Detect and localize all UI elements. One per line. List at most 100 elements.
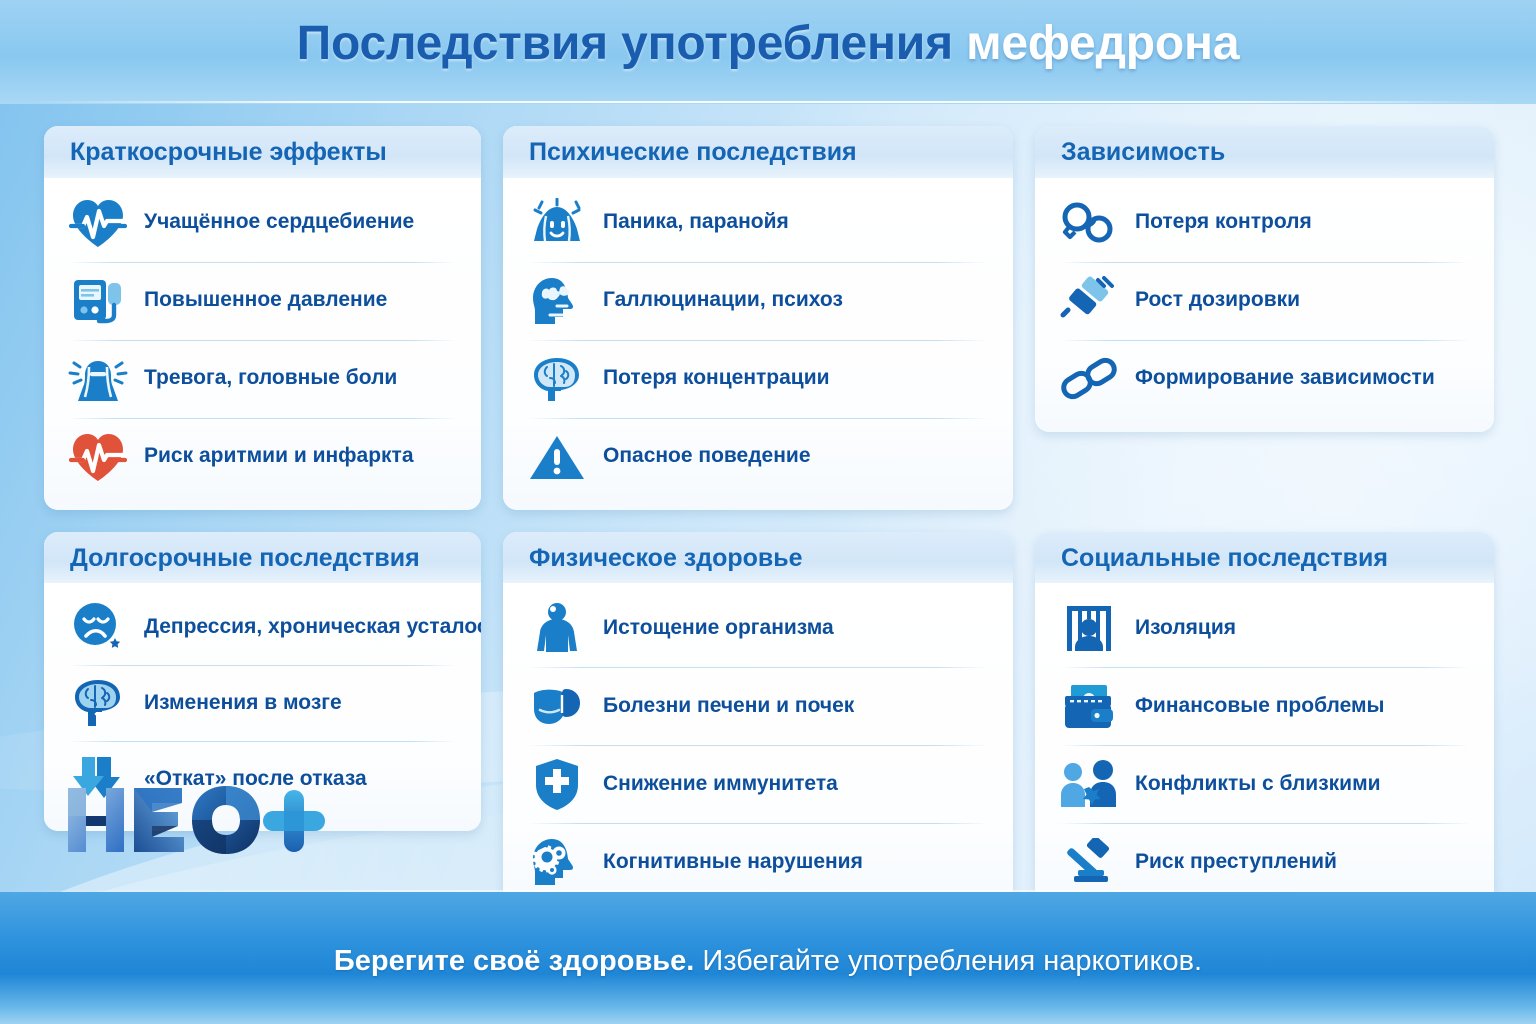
list-item-label: Изоляция [1135, 615, 1236, 639]
card-header: Долгосрочные последствия [44, 531, 481, 583]
chain-link-icon [1057, 348, 1121, 410]
handcuffs-icon [1057, 192, 1121, 254]
list-item[interactable]: Когнитивные нарушения [521, 823, 995, 901]
blood-pressure-monitor-icon [66, 270, 130, 332]
people-conflict-icon [1057, 753, 1121, 815]
list-item[interactable]: Паника, паранойя [521, 184, 995, 262]
list-item-label: Потеря контроля [1135, 210, 1312, 234]
list-item[interactable]: Изоляция [1053, 589, 1476, 667]
footer-message-regular: Избегайте употребления наркотиков. [702, 945, 1203, 977]
list-item[interactable]: Тревога, головные боли [62, 339, 463, 418]
card-header: Физическое здоровье [503, 531, 1013, 583]
brain-tree-icon [66, 672, 130, 734]
list-item-label: Галлюцинации, психоз [603, 288, 843, 312]
heart-pulse-icon [66, 192, 130, 254]
card-social-consequences: Социальные последствия [1035, 531, 1494, 915]
card-title: Физическое здоровье [529, 543, 803, 572]
list-item[interactable]: Риск аритмии и инфаркта [62, 417, 463, 496]
syringe-icon [1057, 270, 1121, 332]
panic-face-icon [525, 192, 589, 254]
list-item-label: Риск преступлений [1135, 849, 1337, 873]
list-item-label: Депрессия, хроническая усталость [144, 614, 481, 638]
warning-triangle-icon [525, 426, 589, 488]
list-item[interactable]: Формирование зависимости [1053, 339, 1476, 418]
down-arrows-icon [66, 748, 130, 810]
list-item[interactable]: Изменения в мозге [62, 665, 463, 741]
card-body: Изоляция [1035, 583, 1494, 915]
list-item[interactable]: Потеря концентрации [521, 339, 995, 418]
list-item[interactable]: Снижение иммунитета [521, 745, 995, 823]
card-header: Психические последствия [503, 126, 1013, 178]
card-physical-health: Физическое здоровье Истощение [503, 531, 1013, 915]
list-item-label: Изменения в мозге [144, 690, 342, 714]
card-mental-consequences: Психические последствия [503, 126, 1013, 510]
card-header: Краткосрочные эффекты [44, 126, 481, 178]
shield-cross-icon [525, 753, 589, 815]
list-item[interactable]: Учащённое сердцебиение [62, 184, 463, 262]
list-item-label: Снижение иммунитета [603, 771, 838, 795]
sad-face-icon [66, 596, 130, 658]
brand-logo [62, 780, 352, 866]
liver-kidney-icon [525, 675, 589, 737]
list-item-label: Финансовые проблемы [1135, 693, 1385, 717]
cards-grid: Краткосрочные эффекты [44, 126, 1494, 915]
list-item-label: Формирование зависимости [1135, 366, 1435, 390]
cards-row-bottom: Долгосрочные последствия [44, 531, 1494, 915]
background-top-band [0, 0, 1536, 104]
list-item[interactable]: «Откат» после отказа [62, 741, 463, 817]
list-item-label: «Откат» после отказа [144, 766, 367, 790]
wallet-icon [1057, 675, 1121, 737]
list-item[interactable]: Истощение организма [521, 589, 995, 667]
page-title: Последствия употребления мефедрона [0, 20, 1536, 68]
card-body: Паника, паранойя [503, 177, 1013, 510]
card-title: Зависимость [1061, 138, 1226, 166]
footer-band [0, 892, 1536, 1024]
headache-person-icon [66, 348, 130, 410]
card-body: Потеря контроля [1035, 177, 1494, 432]
list-item[interactable]: Повышенное давление [62, 261, 463, 340]
list-item-label: Рост дозировки [1135, 288, 1301, 312]
card-long-term-consequences: Долгосрочные последствия [44, 531, 481, 831]
list-item[interactable]: Галлюцинации, психоз [521, 261, 995, 340]
brain-icon [525, 348, 589, 410]
list-item-label: Опасное поведение [603, 444, 811, 468]
card-title: Социальные последствия [1061, 543, 1388, 572]
list-item[interactable]: Риск преступлений [1053, 823, 1476, 901]
footer-message-bold: Берегите своё здоровье. [333, 945, 695, 977]
list-item[interactable]: Рост дозировки [1053, 261, 1476, 340]
list-item[interactable]: Болезни печени и почек [521, 667, 995, 745]
list-item-label: Потеря концентрации [603, 366, 830, 390]
card-header: Зависимость [1035, 126, 1494, 178]
list-item-label: Паника, паранойя [603, 210, 789, 234]
card-dependence: Зависимость [1035, 126, 1494, 432]
card-header: Социальные последствия [1035, 531, 1494, 583]
card-body: Истощение организма [503, 583, 1013, 915]
list-item-label: Истощение организма [603, 615, 834, 639]
head-gears-icon [525, 831, 589, 893]
head-clouds-icon [525, 270, 589, 332]
list-item-label: Болезни печени и почек [603, 693, 855, 717]
card-title: Краткосрочные эффекты [70, 138, 387, 166]
list-item-label: Конфликты с близкими [1135, 771, 1381, 795]
list-item[interactable]: Потеря контроля [1053, 184, 1476, 262]
list-item-label: Когнитивные нарушения [603, 849, 863, 873]
footer-message: Берегите своё здоровье. Избегайте употре… [0, 947, 1536, 976]
page-title-accent: мефедрона [966, 17, 1240, 70]
list-item[interactable]: Конфликты с близкими [1053, 745, 1476, 823]
card-short-term-effects: Краткосрочные эффекты [44, 126, 481, 510]
prison-bars-icon [1057, 597, 1121, 659]
thin-person-icon [525, 597, 589, 659]
footer-divider [0, 890, 1536, 893]
list-item[interactable]: Депрессия, хроническая усталость [62, 589, 481, 665]
red-heart-pulse-icon [66, 426, 130, 488]
page-title-primary: Последствия употребления [296, 17, 953, 70]
gavel-icon [1057, 831, 1121, 893]
list-item-label: Повышенное давление [144, 288, 388, 312]
list-item[interactable]: Опасное поведение [521, 417, 995, 496]
card-body: Депрессия, хроническая усталость [44, 583, 481, 831]
card-body: Учащённое сердцебиение [44, 177, 481, 510]
header-divider-line [30, 101, 1506, 103]
list-item[interactable]: Финансовые проблемы [1053, 667, 1476, 745]
list-item-label: Тревога, головные боли [144, 366, 398, 390]
